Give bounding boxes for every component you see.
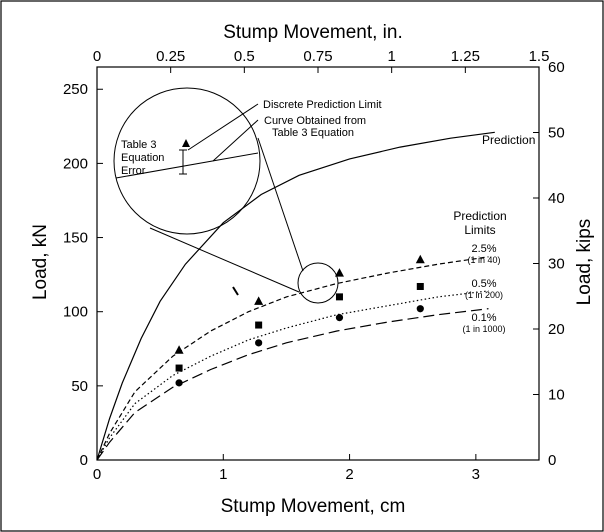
zoom-triangle-marker bbox=[182, 139, 190, 147]
limits-title-line1: Prediction bbox=[453, 209, 506, 223]
x2-axis-title: Stump Movement, in. bbox=[223, 22, 403, 43]
y2-tick-label: 20 bbox=[548, 321, 565, 338]
data-markers bbox=[174, 254, 425, 387]
triangle-marker bbox=[254, 296, 264, 305]
zoom-circle bbox=[113, 87, 261, 235]
x2-tick-label: 0 bbox=[93, 48, 101, 65]
leader-curve bbox=[212, 119, 259, 162]
zoom-callout bbox=[113, 87, 339, 304]
zoom-curve-line bbox=[115, 152, 259, 179]
y2-tick-label: 30 bbox=[548, 256, 565, 273]
y2-tick-label: 0 bbox=[548, 452, 556, 469]
y2-tick-label: 60 bbox=[548, 59, 565, 76]
callout-line-upper bbox=[257, 137, 304, 272]
curve-2-5- bbox=[96, 256, 489, 461]
x-tick-label: 1 bbox=[219, 466, 227, 483]
limit-sublabel: (1 in 40) bbox=[467, 255, 500, 265]
y-tick-label: 0 bbox=[80, 452, 88, 469]
limit-labels: 2.5%(1 in 40) 0.5%(1 in 200) 0.1%(1 in 100… bbox=[462, 243, 505, 334]
x2-tick-label: 1.25 bbox=[451, 48, 480, 65]
limit-sublabel: (1 in 200) bbox=[465, 290, 503, 300]
circle-marker bbox=[175, 379, 183, 387]
curve-0-1- bbox=[96, 308, 489, 461]
x2-tick-label: 1 bbox=[387, 48, 395, 65]
leader-discrete bbox=[187, 103, 259, 151]
x-tick-label: 3 bbox=[472, 466, 480, 483]
stray-mark bbox=[232, 286, 239, 296]
square-marker bbox=[175, 364, 183, 372]
zoom-target-circle bbox=[297, 262, 339, 304]
curve-prediction bbox=[96, 131, 495, 461]
circle-marker bbox=[335, 314, 344, 322]
y-tick-label: 100 bbox=[63, 304, 88, 321]
y-tick-label: 150 bbox=[63, 230, 88, 247]
curve-label-line2: Table 3 Equation bbox=[272, 127, 354, 139]
y2-axis-title: Load, kips bbox=[574, 219, 595, 306]
callout-line-lower bbox=[149, 227, 300, 293]
y-tick-label: 200 bbox=[63, 155, 88, 172]
table-label-3: Error bbox=[121, 165, 146, 177]
y-axis-title: Load, kN bbox=[30, 224, 51, 300]
limit-label: 0.5% bbox=[471, 278, 496, 290]
x2-tick-label: 0.25 bbox=[156, 48, 185, 65]
circle-marker bbox=[255, 339, 263, 347]
axis-ticks: 0 1 2 30 0.25 0.5 0.75 1 1.25 1.50501001502002500… bbox=[63, 48, 565, 483]
table-label-1: Table 3 bbox=[121, 139, 156, 151]
limits-title-line2: Limits bbox=[464, 223, 495, 237]
x2-tick-label: 0.75 bbox=[303, 48, 332, 65]
prediction-label: Prediction bbox=[482, 133, 535, 147]
x2-tick-label: 1.5 bbox=[529, 48, 550, 65]
curves bbox=[96, 131, 495, 461]
x2-tick-label: 0.5 bbox=[234, 48, 255, 65]
limit-label: 2.5% bbox=[471, 243, 496, 255]
table-label-2: Equation bbox=[121, 152, 164, 164]
circle-marker bbox=[416, 305, 424, 313]
triangle-marker bbox=[174, 345, 184, 354]
square-marker bbox=[255, 321, 263, 329]
y-tick-label: 250 bbox=[63, 81, 88, 98]
x-tick-label: 0 bbox=[93, 466, 101, 483]
discrete-limit-label: Discrete Prediction Limit bbox=[263, 99, 382, 111]
y2-tick-label: 50 bbox=[548, 125, 565, 142]
curve-label-line1: Curve Obtained from bbox=[264, 115, 366, 127]
square-marker bbox=[335, 293, 343, 301]
square-marker bbox=[416, 282, 424, 290]
triangle-marker bbox=[334, 268, 344, 277]
y-tick-label: 50 bbox=[71, 378, 88, 395]
limit-label: 0.1% bbox=[471, 312, 496, 324]
x-tick-label: 2 bbox=[345, 466, 353, 483]
y2-tick-label: 10 bbox=[548, 387, 565, 404]
limit-sublabel: (1 in 1000) bbox=[462, 324, 505, 334]
x-axis-title: Stump Movement, cm bbox=[221, 496, 406, 517]
y2-tick-label: 40 bbox=[548, 190, 565, 207]
triangle-marker bbox=[415, 254, 425, 264]
